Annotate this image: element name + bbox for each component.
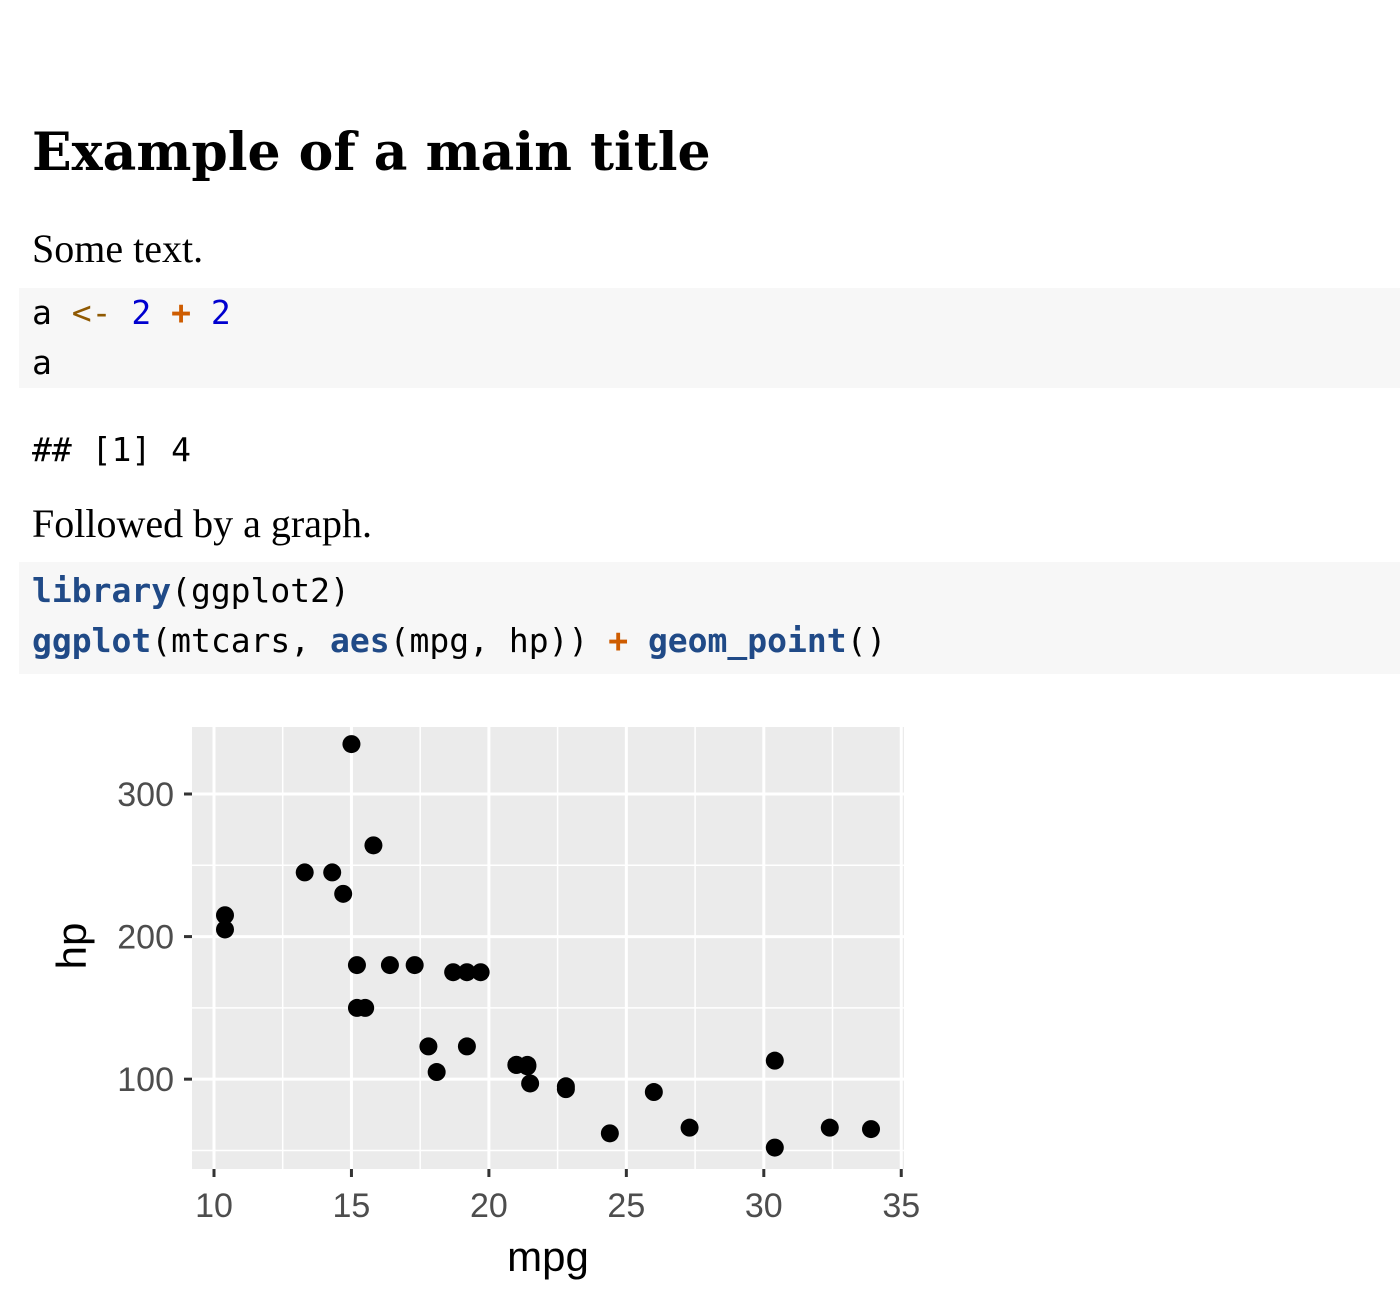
data-point bbox=[457, 963, 476, 982]
data-point bbox=[862, 1120, 881, 1139]
data-point bbox=[419, 1037, 438, 1056]
data-point bbox=[295, 863, 314, 882]
code-line: a bbox=[32, 343, 52, 382]
data-point bbox=[323, 863, 342, 882]
code-number: 2 bbox=[210, 293, 231, 332]
code-line: a <- 2 + 2 bbox=[32, 288, 1400, 338]
data-point bbox=[215, 906, 234, 925]
code-line: library(ggplot2) bbox=[32, 566, 1400, 616]
code-line: ggplot(mtcars, aes(mpg, hp)) + geom_poin… bbox=[32, 616, 1400, 666]
code-text: (ggplot2) bbox=[171, 571, 350, 610]
code-block-assignment: a <- 2 + 2 a bbox=[19, 288, 1400, 388]
code-function: ggplot bbox=[32, 621, 152, 660]
data-point bbox=[765, 1051, 784, 1070]
page-title: Example of a main title bbox=[32, 122, 711, 183]
y-tick-label: 100 bbox=[117, 1061, 174, 1099]
data-point bbox=[215, 920, 234, 939]
y-axis-label: hp bbox=[48, 923, 95, 970]
x-tick-label: 10 bbox=[195, 1187, 233, 1225]
data-point bbox=[765, 1138, 784, 1157]
x-tick-label: 30 bbox=[745, 1187, 783, 1225]
paragraph-graph-intro: Followed by a graph. bbox=[32, 501, 372, 546]
grid-major bbox=[192, 727, 904, 1169]
code-function: geom_point bbox=[647, 621, 847, 660]
plot-panel bbox=[192, 727, 904, 1169]
data-point bbox=[347, 956, 366, 975]
x-tick-label: 20 bbox=[470, 1187, 508, 1225]
data-point bbox=[600, 1124, 619, 1143]
x-tick-label: 35 bbox=[882, 1187, 920, 1225]
code-text: () bbox=[846, 621, 887, 660]
code-function: library bbox=[32, 571, 172, 610]
paragraph-some-text: Some text. bbox=[32, 226, 204, 271]
axes: 10 15 20 25 30 35 100 200 300 bbox=[117, 776, 920, 1225]
code-number: 2 bbox=[131, 293, 152, 332]
code-plus-operator: + bbox=[608, 621, 629, 660]
code-block-ggplot: library(ggplot2) ggplot(mtcars, aes(mpg,… bbox=[19, 562, 1400, 674]
data-point bbox=[405, 956, 424, 975]
code-variable: a bbox=[32, 293, 52, 332]
data-point bbox=[521, 1074, 540, 1093]
data-point bbox=[644, 1083, 663, 1102]
code-plus-operator: + bbox=[171, 293, 191, 332]
scatter-plot: 10 15 20 25 30 35 100 200 300 mpg hp bbox=[48, 727, 920, 1280]
x-axis-label: mpg bbox=[507, 1233, 589, 1280]
y-tick-label: 200 bbox=[117, 919, 174, 957]
code-text bbox=[628, 621, 648, 660]
data-point bbox=[334, 884, 353, 903]
data-point bbox=[457, 1037, 476, 1056]
data-point bbox=[471, 963, 490, 982]
data-point bbox=[364, 836, 383, 855]
y-tick-label: 300 bbox=[117, 776, 174, 814]
data-point bbox=[444, 963, 463, 982]
data-point bbox=[347, 998, 366, 1017]
data-point bbox=[380, 956, 399, 975]
code-output: ## [1] 4 bbox=[32, 430, 191, 469]
data-point bbox=[820, 1118, 839, 1137]
code-function: aes bbox=[330, 621, 390, 660]
data-point bbox=[680, 1118, 699, 1137]
data-points bbox=[215, 735, 881, 1157]
data-point bbox=[342, 735, 361, 754]
x-tick-label: 25 bbox=[607, 1187, 645, 1225]
code-assign-operator: <- bbox=[71, 293, 112, 332]
code-text: (mtcars, bbox=[151, 621, 331, 660]
data-point bbox=[556, 1077, 575, 1096]
data-point bbox=[518, 1057, 537, 1076]
code-text: (mpg, hp)) bbox=[389, 621, 609, 660]
grid-minor bbox=[192, 727, 904, 1169]
data-point bbox=[427, 1063, 446, 1082]
x-tick-label: 15 bbox=[333, 1187, 371, 1225]
